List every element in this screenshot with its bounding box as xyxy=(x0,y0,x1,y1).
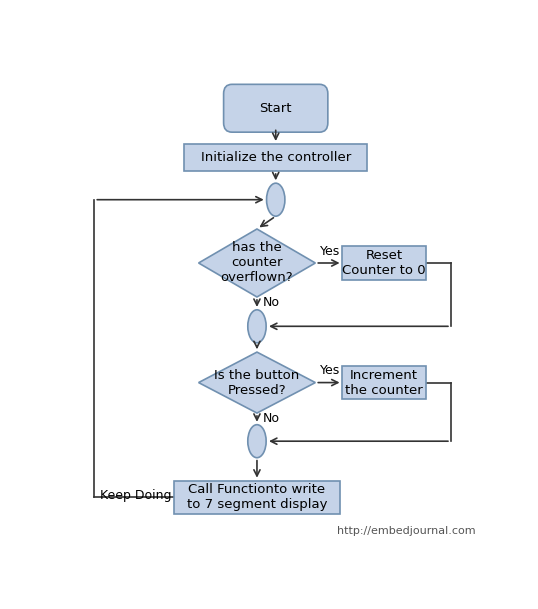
Text: No: No xyxy=(263,297,280,309)
Ellipse shape xyxy=(248,424,266,458)
Text: Start: Start xyxy=(259,102,292,114)
Text: Is the button
Pressed?: Is the button Pressed? xyxy=(214,368,300,396)
Text: Keep Doing: Keep Doing xyxy=(100,488,172,502)
Text: http://embedjournal.com: http://embedjournal.com xyxy=(337,526,476,537)
FancyBboxPatch shape xyxy=(174,481,341,515)
Text: Call Functionto write
to 7 segment display: Call Functionto write to 7 segment displ… xyxy=(187,484,327,512)
Polygon shape xyxy=(199,229,315,297)
Text: Yes: Yes xyxy=(320,364,340,377)
FancyBboxPatch shape xyxy=(342,365,426,400)
Text: Initialize the controller: Initialize the controller xyxy=(201,151,351,164)
Ellipse shape xyxy=(266,183,285,216)
Text: has the
counter
overflown?: has the counter overflown? xyxy=(221,242,293,284)
FancyBboxPatch shape xyxy=(342,246,426,280)
Text: No: No xyxy=(263,412,280,426)
Text: Reset
Counter to 0: Reset Counter to 0 xyxy=(342,249,426,277)
FancyBboxPatch shape xyxy=(184,144,367,171)
Polygon shape xyxy=(199,352,315,413)
FancyBboxPatch shape xyxy=(224,84,328,132)
Ellipse shape xyxy=(248,310,266,343)
Text: Yes: Yes xyxy=(320,245,340,258)
Text: Increment
the counter: Increment the counter xyxy=(345,368,423,396)
